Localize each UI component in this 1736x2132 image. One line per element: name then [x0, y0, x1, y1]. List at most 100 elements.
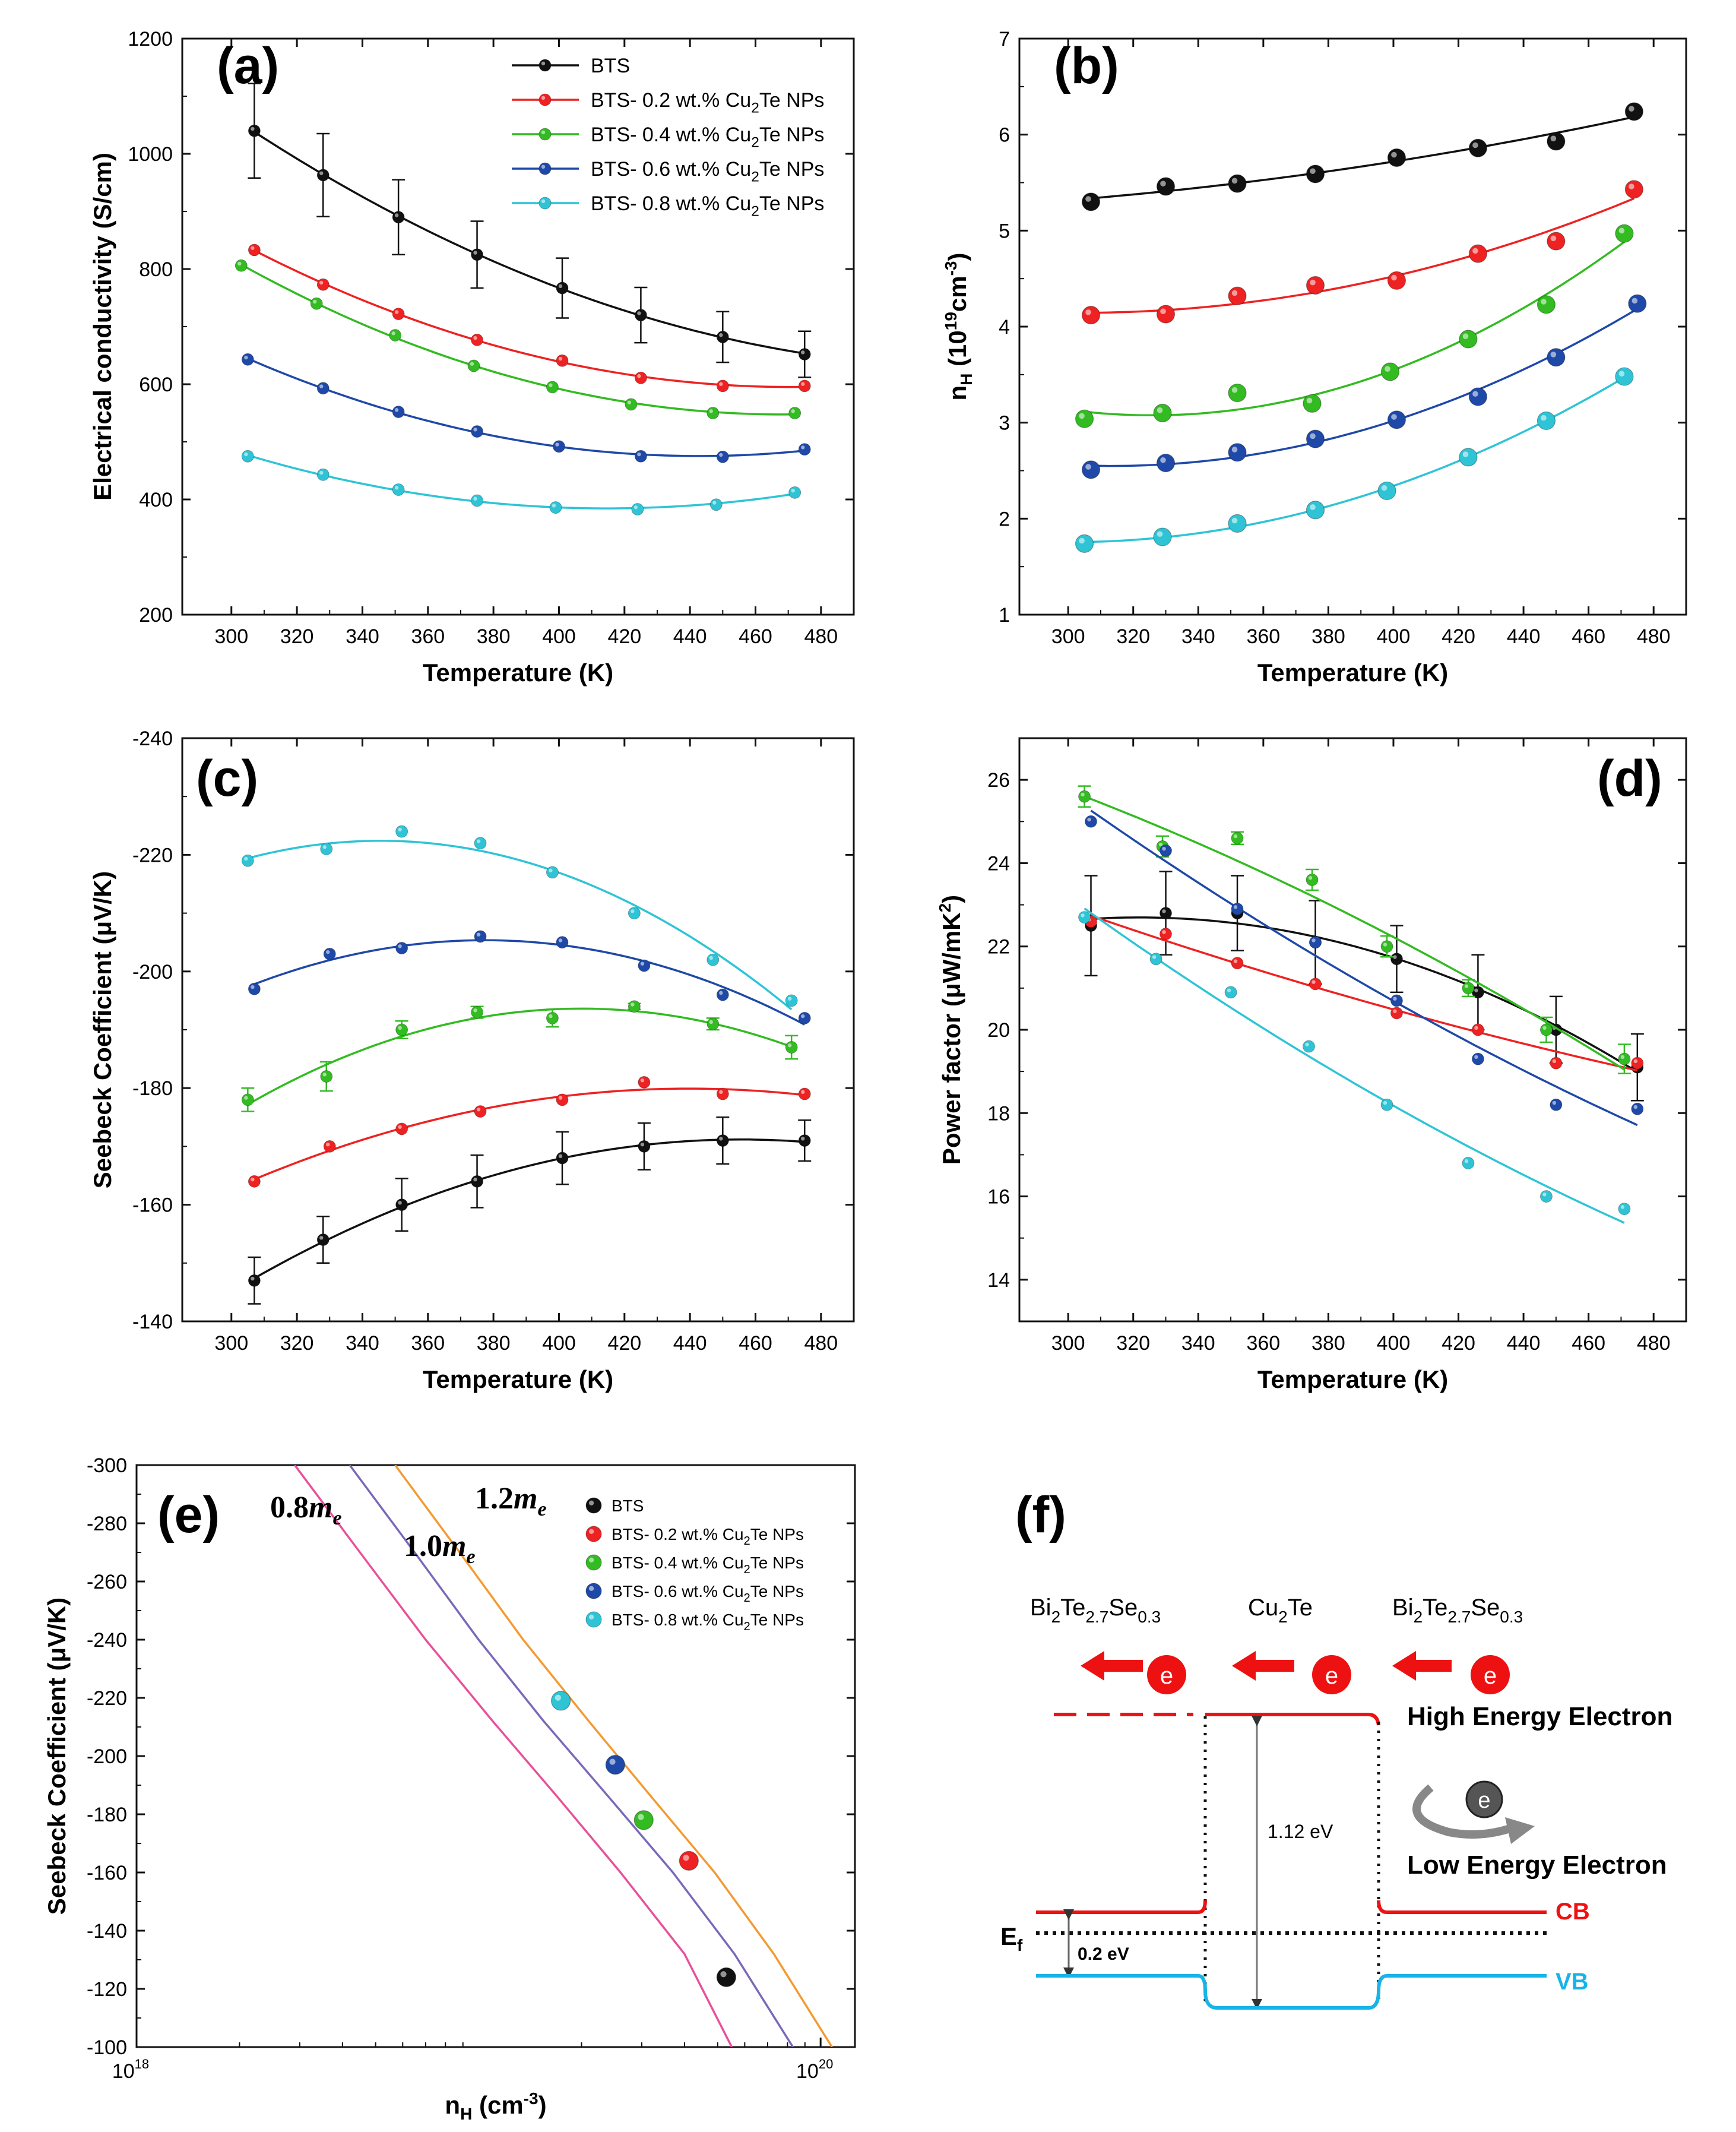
x-tick-label: 420: [607, 1332, 641, 1355]
data-point: [788, 486, 802, 499]
x-tick-label: 360: [1246, 1332, 1280, 1355]
y-tick-label: -160: [87, 1862, 127, 1884]
data-point-highlight: [322, 1073, 327, 1077]
legend-marker-highlight: [541, 96, 546, 100]
x-tick-label: 360: [411, 1332, 445, 1355]
data-point: [634, 371, 647, 384]
cb-line-right: [1377, 1900, 1547, 1914]
data-point-highlight: [1464, 1159, 1469, 1163]
y-tick-label: -200: [87, 1745, 127, 1768]
legend-marker: [538, 59, 552, 72]
data-point-highlight: [1542, 1192, 1547, 1197]
y-axis-label: Electrical conductivity (S/cm): [88, 153, 116, 501]
series-0.4: [241, 1000, 799, 1112]
data-point: [553, 440, 565, 453]
data-point-highlight: [1629, 106, 1634, 112]
y-tick-label: 16: [987, 1186, 1010, 1209]
legend-marker: [585, 1526, 602, 1542]
data-point-highlight: [473, 336, 477, 340]
data-point: [392, 308, 405, 321]
data-point: [1081, 305, 1101, 325]
series-BTS: [1081, 102, 1643, 211]
data-point: [638, 1076, 651, 1089]
y-tick-label: -240: [132, 727, 173, 750]
fit-line: [1090, 915, 1638, 1072]
data-point-highlight: [631, 1002, 635, 1007]
panel-f: (f) Bi2Te2.7Se0.3 Cu2Te Bi2Te2.7Se0.3 e …: [1000, 1486, 1672, 2010]
data-point-highlight: [251, 1177, 255, 1182]
fit-line: [247, 1007, 792, 1106]
plot-frame-c: [181, 737, 855, 1323]
cb-line: [1036, 1900, 1207, 1914]
data-point-highlight: [1550, 352, 1557, 358]
data-point-highlight: [1158, 842, 1163, 847]
legend-e: BTS BTS- 0.2 wt.% Cu2Te NPs BTS- 0.4 wt.% …: [585, 1497, 804, 1633]
gap-text: 1.12 eV: [1268, 1821, 1333, 1842]
data-point-highlight: [791, 409, 795, 413]
data-point-highlight: [1472, 391, 1478, 397]
x-axis-label: Temperature (K): [423, 1365, 613, 1393]
data-point-highlight: [1618, 227, 1625, 234]
data-point: [471, 248, 483, 261]
y-tick-label: -260: [87, 1571, 127, 1593]
data-point-highlight: [801, 1014, 805, 1018]
data-point-highlight: [1310, 168, 1316, 174]
data-point: [716, 450, 729, 463]
data-point-highlight: [1231, 178, 1238, 184]
series-BTS: [248, 1116, 812, 1305]
data-point-highlight: [322, 845, 327, 849]
legend-label: BTS- 0.8 wt.% Cu2Te NPs: [612, 1611, 804, 1633]
data-point-highlight: [473, 496, 477, 501]
legend-label: BTS- 0.6 wt.% Cu2Te NPs: [612, 1582, 804, 1605]
data-point-highlight: [640, 1078, 645, 1083]
data-point: [248, 124, 261, 137]
x-tick-label: 360: [411, 625, 445, 648]
data-point: [474, 1105, 487, 1118]
data-point-highlight: [1550, 135, 1557, 141]
data-point-highlight: [1079, 413, 1085, 419]
data-point-highlight: [391, 331, 395, 336]
data-point: [316, 382, 330, 395]
data-point-highlight: [1162, 930, 1166, 934]
data-point-highlight: [251, 126, 255, 131]
data-point-highlight: [1472, 248, 1478, 254]
data-point: [546, 381, 559, 394]
fit-line: [1091, 308, 1638, 467]
x-tick-label: 480: [1637, 1332, 1671, 1355]
data-point-highlight: [1162, 909, 1166, 913]
legend-marker-highlight: [541, 165, 546, 169]
data-point-highlight: [1311, 980, 1316, 984]
y-tick-label: -180: [87, 1804, 127, 1826]
data-point: [546, 866, 559, 879]
fit-line: [254, 1138, 805, 1280]
x-tick-label: 460: [739, 1332, 772, 1355]
data-point: [1472, 1023, 1484, 1036]
data-point-highlight: [313, 299, 317, 304]
x-tick-label: 460: [1572, 1332, 1605, 1355]
data-point-highlight: [1160, 308, 1166, 314]
y-tick-label: 600: [139, 374, 173, 396]
y-tick-label: 5: [999, 220, 1010, 242]
data-point: [1156, 453, 1176, 473]
y-tick-label: 3: [999, 412, 1010, 435]
data-point: [1380, 1098, 1393, 1111]
offset-text: 0.2 eV: [1078, 1944, 1129, 1964]
data-point-highlight: [719, 991, 723, 995]
data-point-highlight: [319, 384, 324, 388]
data-point: [716, 1967, 736, 1988]
legend-marker-highlight: [588, 1500, 594, 1506]
data-point-highlight: [394, 213, 399, 217]
data-point-highlight: [801, 1137, 805, 1141]
data-point: [241, 450, 254, 463]
series-0.6: [248, 930, 811, 1026]
series-0.8: [241, 825, 798, 1011]
series-0.4: [1075, 224, 1634, 428]
data-point-highlight: [244, 355, 248, 360]
x-tick-label: 440: [1507, 1332, 1541, 1355]
data-point: [556, 1093, 569, 1106]
data-point-highlight: [1305, 1042, 1309, 1047]
data-point-highlight: [709, 1020, 713, 1024]
data-point-highlight: [394, 310, 399, 314]
data-point: [798, 348, 811, 360]
data-point: [634, 450, 647, 463]
